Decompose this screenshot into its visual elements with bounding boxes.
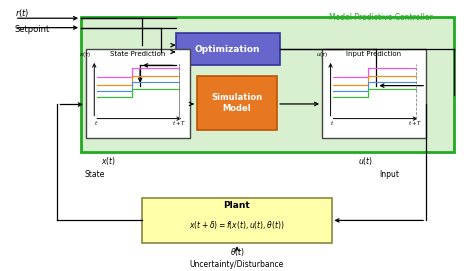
Text: $x(t)$: $x(t)$ (101, 155, 117, 167)
FancyBboxPatch shape (86, 49, 190, 138)
Text: $r(t)$: $r(t)$ (15, 7, 29, 19)
FancyBboxPatch shape (143, 198, 331, 243)
Text: Setpoint: Setpoint (15, 24, 50, 34)
Text: Plant: Plant (224, 201, 250, 210)
FancyBboxPatch shape (81, 17, 455, 152)
Text: State: State (84, 170, 105, 179)
Text: $\theta(t)$: $\theta(t)$ (229, 246, 245, 258)
Text: $u(\tau)$: $u(\tau)$ (316, 50, 328, 59)
Text: $t+T$: $t+T$ (172, 118, 187, 127)
FancyBboxPatch shape (197, 76, 277, 130)
Text: $t+T$: $t+T$ (408, 118, 423, 127)
Text: Simulation
Model: Simulation Model (211, 93, 263, 113)
Text: $t$: $t$ (94, 118, 98, 127)
Text: Optimization: Optimization (195, 45, 260, 54)
FancyBboxPatch shape (322, 49, 426, 138)
Text: $x(t+\delta)=f(x(t),u(t),\theta(t))$: $x(t+\delta)=f(x(t),u(t),\theta(t))$ (189, 219, 285, 231)
Text: $x(\tau)$: $x(\tau)$ (80, 50, 92, 59)
Text: Uncertainty/Disturbance: Uncertainty/Disturbance (190, 260, 284, 269)
Text: $t$: $t$ (330, 118, 335, 127)
Text: Input Prediction: Input Prediction (346, 51, 401, 57)
Text: Input: Input (379, 170, 399, 179)
FancyBboxPatch shape (175, 33, 280, 65)
Text: $u(t)$: $u(t)$ (357, 155, 373, 167)
Text: Model Predictive Controller: Model Predictive Controller (329, 13, 433, 22)
Text: State Prediction: State Prediction (110, 51, 165, 57)
